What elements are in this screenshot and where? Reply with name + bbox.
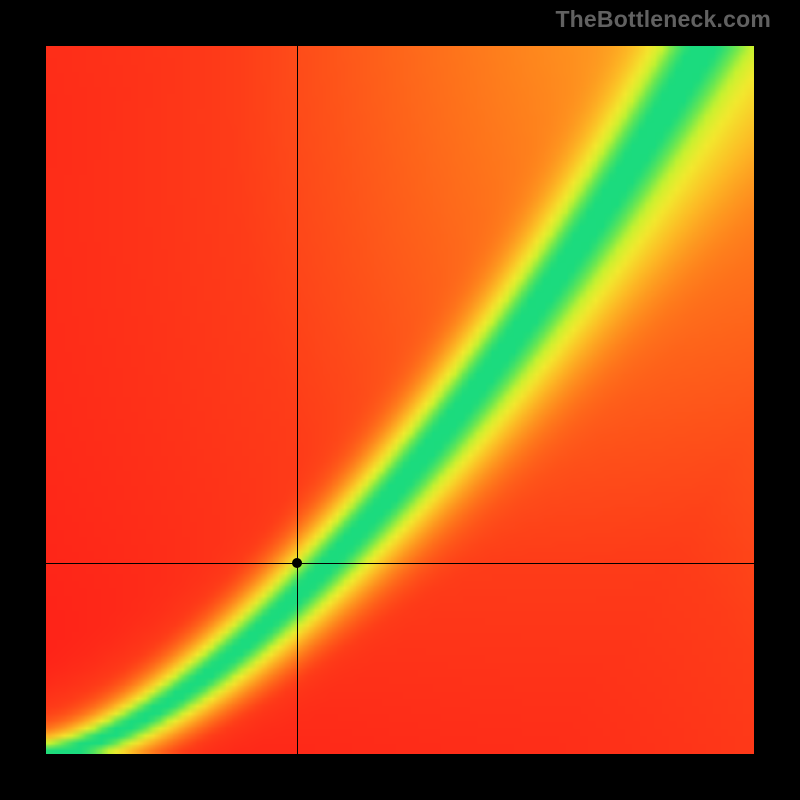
crosshair-horizontal: [46, 563, 754, 564]
chart-outer: TheBottleneck.com: [0, 0, 800, 800]
marker-dot: [292, 558, 302, 568]
crosshair-vertical: [297, 46, 298, 754]
plot-frame: [46, 46, 754, 754]
heatmap-canvas: [46, 46, 754, 754]
watermark-text: TheBottleneck.com: [555, 6, 771, 33]
